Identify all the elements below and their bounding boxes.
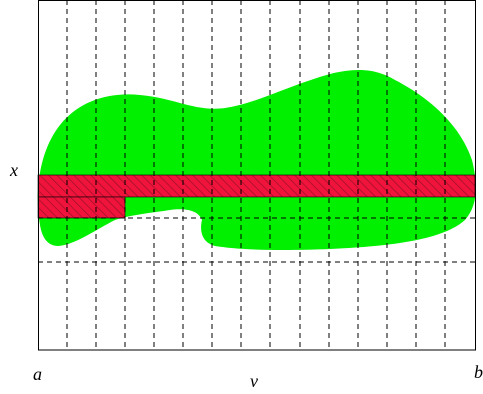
frame xyxy=(38,0,476,351)
label-a: a xyxy=(33,364,42,384)
label-b: b xyxy=(474,362,483,382)
label-x: x xyxy=(9,160,18,180)
grid xyxy=(38,0,475,350)
label-v: v xyxy=(250,371,258,391)
green-region xyxy=(37,70,476,251)
red-block xyxy=(37,196,126,219)
red-strip xyxy=(37,174,476,198)
